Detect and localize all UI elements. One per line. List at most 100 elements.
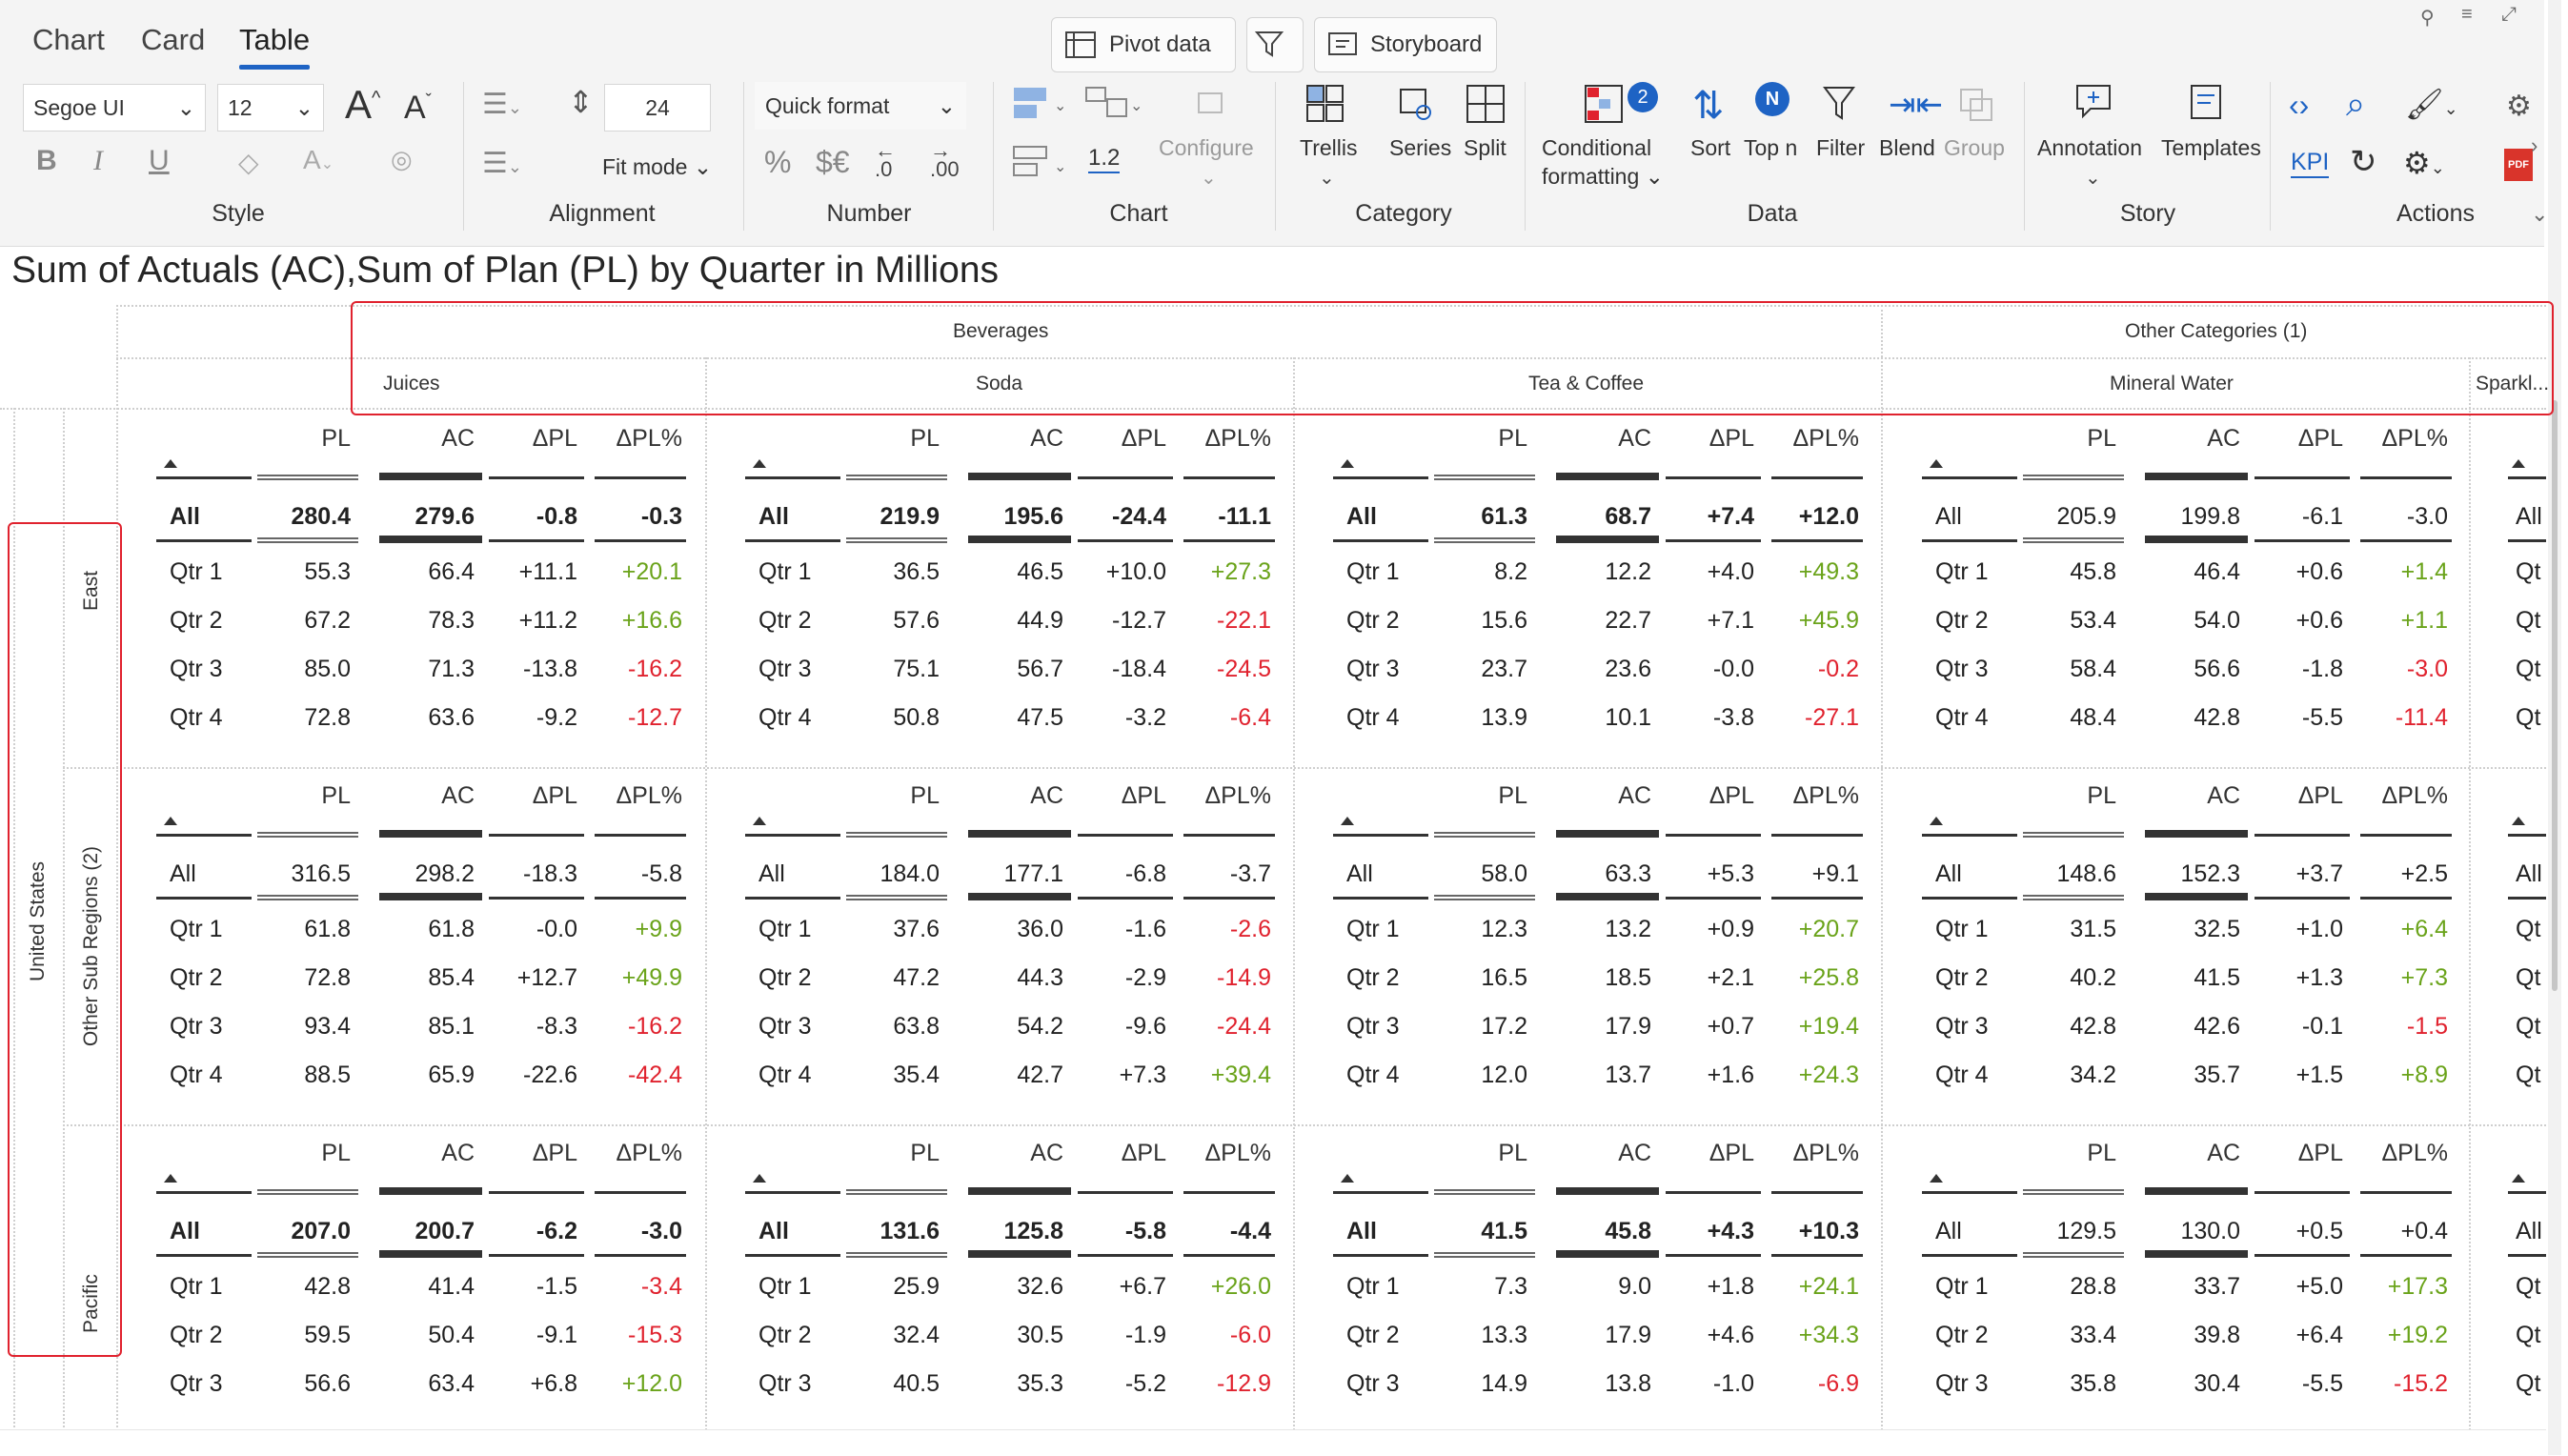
decrease-decimal-icon[interactable]: ← .0: [875, 138, 896, 181]
pivot-data-button[interactable]: Pivot data: [1051, 17, 1236, 72]
column-header[interactable]: ΔPL: [532, 425, 577, 452]
column-header[interactable]: ΔPL: [1709, 782, 1754, 809]
column-header[interactable]: PL: [1498, 425, 1527, 452]
expand-icon[interactable]: ⤢: [2501, 4, 2517, 25]
column-header[interactable]: ΔPL%: [1204, 1140, 1271, 1166]
column-header[interactable]: PL: [910, 425, 940, 452]
column-header[interactable]: ΔPL: [2297, 425, 2343, 452]
italic-icon[interactable]: I: [93, 145, 103, 176]
quick-format-select[interactable]: Quick format ⌄: [755, 82, 966, 130]
column-header[interactable]: ΔPL%: [1792, 425, 1859, 452]
ribbon-collapse-icon[interactable]: ⌄: [2531, 202, 2549, 226]
column-header[interactable]: AC: [1618, 425, 1651, 452]
fit-mode-select[interactable]: Fit mode ⌄: [602, 154, 712, 180]
sort-label[interactable]: Sort: [1690, 135, 1731, 160]
column-header[interactable]: ΔPL%: [1792, 1140, 1859, 1166]
trellis-label[interactable]: Trellis: [1300, 135, 1358, 160]
column-header[interactable]: PL: [1498, 782, 1527, 809]
column-header[interactable]: ΔPL%: [616, 1140, 682, 1166]
series-icon[interactable]: [1397, 86, 1435, 129]
font-size-select[interactable]: 12 ⌄: [217, 84, 324, 131]
column-header[interactable]: PL: [2087, 782, 2116, 809]
format-painter-icon[interactable]: 🖌⌄: [2405, 87, 2458, 121]
sort-arrow-icon[interactable]: [753, 817, 766, 825]
sort-arrow-icon[interactable]: [2512, 817, 2525, 825]
filter-lines-icon[interactable]: ≡: [2461, 4, 2473, 25]
increase-font-icon[interactable]: A^: [345, 82, 381, 127]
tab-chart[interactable]: Chart: [32, 23, 105, 56]
vertical-scrollbar[interactable]: [2548, 0, 2561, 1455]
column-header[interactable]: ΔPL: [1121, 425, 1166, 452]
currency-icon[interactable]: $€: [816, 145, 850, 179]
column-header[interactable]: PL: [910, 1140, 940, 1166]
row-height-input[interactable]: 24: [604, 84, 711, 131]
sort-arrow-icon[interactable]: [1930, 1174, 1943, 1183]
column-header[interactable]: AC: [2207, 782, 2240, 809]
column-header[interactable]: ΔPL%: [616, 782, 682, 809]
vertical-align-icon[interactable]: ☰⌄: [482, 148, 522, 179]
sort-arrow-icon[interactable]: [1341, 1174, 1354, 1183]
column-header[interactable]: ΔPL: [1121, 1140, 1166, 1166]
sort-arrow-icon[interactable]: [753, 459, 766, 468]
sort-arrow-icon[interactable]: [1341, 817, 1354, 825]
templates-icon[interactable]: [2188, 82, 2228, 127]
more-settings-icon[interactable]: ⚙: [2506, 91, 2532, 122]
sort-arrow-icon[interactable]: [1930, 459, 1943, 468]
filter-label[interactable]: Filter: [1816, 135, 1866, 160]
column-header[interactable]: AC: [1618, 782, 1651, 809]
formatting-label[interactable]: formatting ⌄: [1542, 164, 1664, 190]
number-scale-value[interactable]: 1.2: [1088, 145, 1121, 173]
sort-arrow-icon[interactable]: [164, 1174, 177, 1183]
sort-arrow-icon[interactable]: [2512, 459, 2525, 468]
conditional-formatting-icon[interactable]: [1584, 84, 1626, 129]
search-icon[interactable]: ⌕: [2346, 84, 2366, 123]
templates-label[interactable]: Templates: [2161, 135, 2261, 160]
sort-arrow-icon[interactable]: [1341, 459, 1354, 468]
tab-table[interactable]: Table: [239, 23, 311, 56]
bold-icon[interactable]: B: [36, 145, 57, 176]
column-header[interactable]: ΔPL: [532, 782, 577, 809]
sort-arrow-icon[interactable]: [753, 1174, 766, 1183]
pin-icon[interactable]: ⚲: [2420, 8, 2435, 29]
column-header[interactable]: ΔPL%: [2381, 425, 2448, 452]
column-header[interactable]: ΔPL: [1709, 1140, 1754, 1166]
pdf-export-icon[interactable]: PDF: [2504, 149, 2533, 181]
sort-icon[interactable]: ⇅: [1692, 85, 1725, 127]
column-header[interactable]: AC: [1030, 782, 1063, 809]
sort-arrow-icon[interactable]: [2512, 1174, 2525, 1183]
font-color-icon[interactable]: A⌄: [303, 145, 334, 174]
top-n-label[interactable]: Top n: [1744, 135, 1798, 160]
column-header[interactable]: PL: [1498, 1140, 1527, 1166]
chart-layout-icon[interactable]: ⌄: [1012, 84, 1075, 127]
scrollbar-thumb[interactable]: [2552, 400, 2558, 991]
trellis-icon[interactable]: [1305, 84, 1345, 129]
column-header[interactable]: PL: [321, 1140, 351, 1166]
column-header[interactable]: ΔPL%: [1204, 425, 1271, 452]
filter-pin-button[interactable]: [1246, 17, 1304, 72]
column-header[interactable]: AC: [441, 782, 475, 809]
column-header[interactable]: ΔPL: [532, 1140, 577, 1166]
column-header[interactable]: ΔPL%: [1792, 782, 1859, 809]
column-header[interactable]: ΔPL: [1709, 425, 1754, 452]
column-header[interactable]: ΔPL%: [616, 425, 682, 452]
column-header[interactable]: AC: [1618, 1140, 1651, 1166]
settings-gear-icon[interactable]: ⚙⌄: [2403, 146, 2445, 180]
column-header[interactable]: AC: [441, 1140, 475, 1166]
storyboard-button[interactable]: Storyboard: [1314, 17, 1497, 72]
annotation-label[interactable]: Annotation: [2037, 135, 2142, 160]
refresh-icon[interactable]: ↻: [2350, 144, 2377, 180]
decrease-font-icon[interactable]: Aˇ: [404, 90, 432, 126]
filter-icon[interactable]: [1822, 84, 1856, 129]
split-label[interactable]: Split: [1464, 135, 1506, 160]
column-header[interactable]: PL: [910, 782, 940, 809]
annotation-icon[interactable]: [2073, 82, 2113, 127]
column-header[interactable]: ΔPL%: [2381, 782, 2448, 809]
horizontal-align-icon[interactable]: ☰⌄: [482, 89, 522, 120]
column-header[interactable]: ΔPL: [1121, 782, 1166, 809]
underline-icon[interactable]: U: [149, 145, 170, 176]
sort-arrow-icon[interactable]: [164, 459, 177, 468]
column-header[interactable]: ΔPL%: [1204, 782, 1271, 809]
column-header[interactable]: AC: [2207, 1140, 2240, 1166]
blend-icon[interactable]: ⇥⇤: [1889, 87, 1943, 123]
kpi-button[interactable]: KPI: [2291, 149, 2330, 178]
